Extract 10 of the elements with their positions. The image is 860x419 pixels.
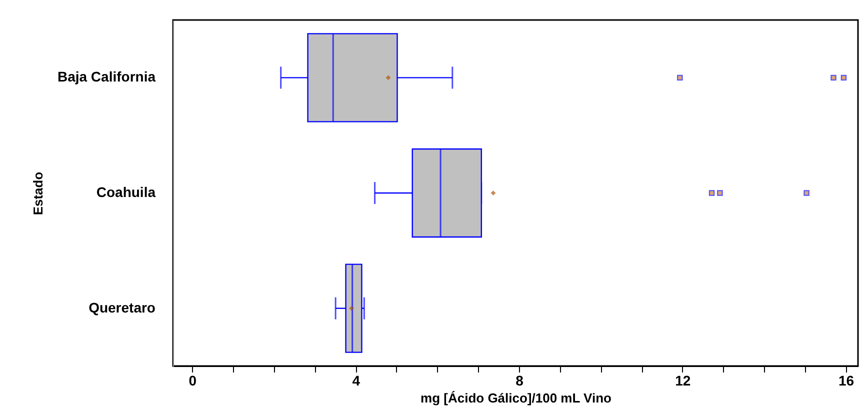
x-tick-label: 16	[838, 372, 854, 388]
x-axis-title: mg [Ácido Gálico]/100 mL Vino	[420, 390, 612, 406]
x-tick-label: 4	[352, 372, 360, 388]
x-tick-label: 8	[516, 372, 524, 388]
y-tick-label: Baja California	[57, 68, 156, 85]
x-tick-label: 12	[675, 372, 691, 388]
y-tick-label: Queretaro	[88, 299, 156, 316]
y-tick-label: Coahuila	[96, 184, 156, 200]
y-axis-title: Estado	[30, 172, 46, 216]
x-tick-label: 0	[188, 372, 197, 388]
